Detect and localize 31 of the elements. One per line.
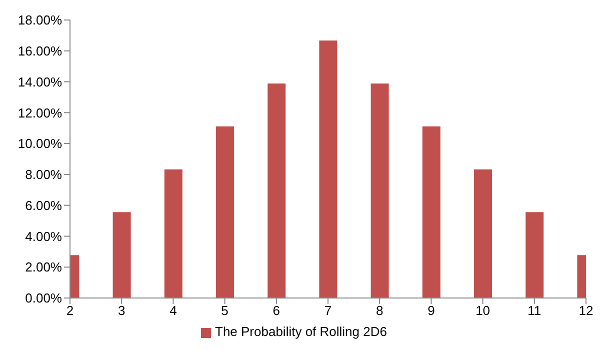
x-tick-label: 5 xyxy=(221,303,228,318)
x-tick-label: 2 xyxy=(66,303,74,318)
bar xyxy=(268,83,286,298)
x-tick-label: 8 xyxy=(376,303,384,318)
bar xyxy=(164,169,182,298)
y-tick-label: 18.00% xyxy=(18,12,62,28)
legend-label: The Probability of Rolling 2D6 xyxy=(215,324,387,339)
x-tick-label: 10 xyxy=(476,303,490,318)
x-tick-label: 4 xyxy=(170,303,177,318)
y-tick-label: 4.00% xyxy=(25,228,62,244)
y-tick-label: 12.00% xyxy=(18,105,62,120)
bar xyxy=(370,83,389,298)
bar xyxy=(319,40,338,298)
bar xyxy=(112,212,131,298)
y-tick-label: 10.00% xyxy=(18,136,62,152)
x-tick-label: 6 xyxy=(272,303,280,318)
x-tick-label: 7 xyxy=(324,303,332,318)
x-tick-label: 3 xyxy=(118,303,126,318)
bar xyxy=(474,169,492,298)
y-tick-label: 14.00% xyxy=(18,74,62,90)
bar xyxy=(216,126,234,298)
x-tick-label: 11 xyxy=(528,303,542,318)
x-tick-label: 9 xyxy=(428,303,435,318)
y-tick-label: 0.00% xyxy=(25,290,62,306)
y-tick-label: 2.00% xyxy=(25,260,62,275)
y-tick-label: 16.00% xyxy=(18,44,62,59)
bar xyxy=(422,126,440,298)
y-tick-label: 8.00% xyxy=(25,167,62,182)
y-tick-label: 6.00% xyxy=(25,198,62,213)
x-tick-label: 12 xyxy=(578,303,594,318)
bar xyxy=(526,212,544,298)
